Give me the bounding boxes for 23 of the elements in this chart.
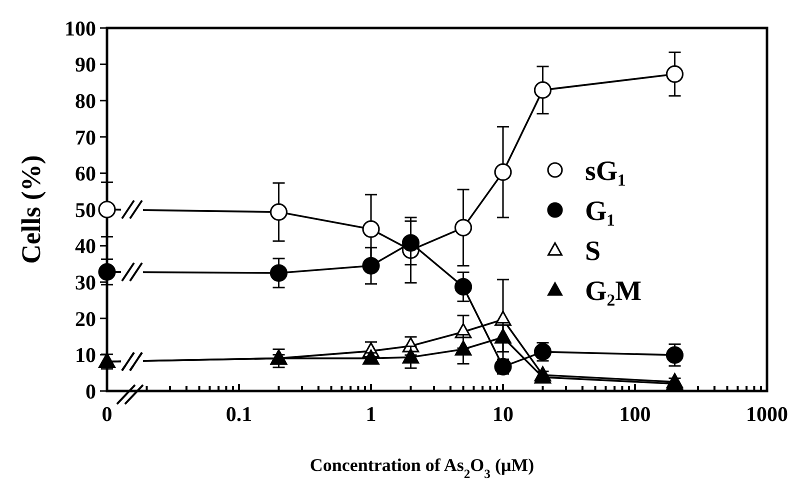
- legend-label: S: [585, 236, 601, 267]
- y-tick-label: 0: [86, 379, 96, 404]
- x-tick-label: 1000: [746, 402, 788, 426]
- y-tick-label: 70: [75, 125, 96, 150]
- y-tick-label: 80: [75, 88, 96, 113]
- x-tick-label: 100: [619, 402, 651, 426]
- y-tick-label: 100: [64, 16, 96, 40]
- x-axis-title: Concentration of As$_{2}$O$_{3}$ (μM): [310, 455, 534, 481]
- y-axis-title: Cells (%): [16, 155, 46, 264]
- x-tick-label: 0: [102, 402, 112, 426]
- legend-label: sG₁: [585, 156, 626, 187]
- y-tick-label: 60: [75, 162, 96, 186]
- y-tick-label: 50: [75, 198, 96, 222]
- legend-label: G₁: [585, 196, 616, 227]
- x-tick-label: 0.1: [226, 402, 252, 426]
- y-tick-label: 20: [75, 306, 96, 331]
- legend-label: G₂M: [585, 276, 642, 307]
- y-tick-label: 90: [75, 52, 96, 77]
- x-tick-label: 1: [366, 402, 376, 426]
- x-tick-label: 10: [492, 402, 514, 426]
- y-tick-label: 30: [75, 270, 96, 294]
- y-tick-label: 10: [75, 343, 96, 368]
- y-tick-label: 40: [75, 234, 96, 258]
